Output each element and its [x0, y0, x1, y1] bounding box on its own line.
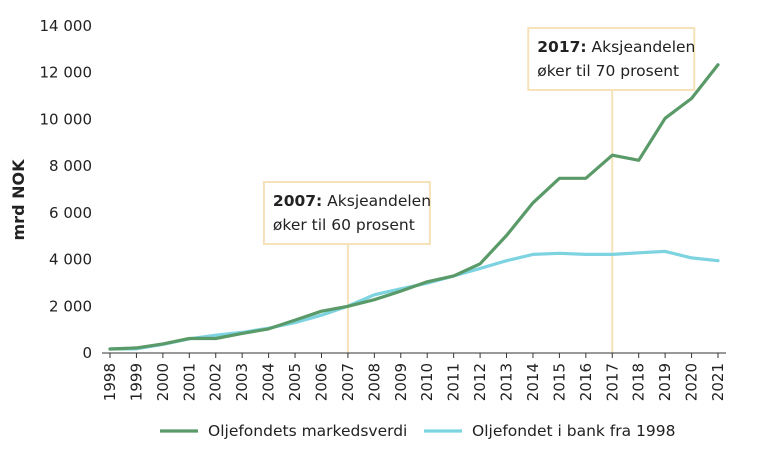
y-axis-ticks: 0 2 000 4 000 6 000 8 000 10 000 12 000 14 000: [40, 17, 93, 362]
legend-label: Oljefondet i bank fra 1998: [472, 422, 676, 440]
x-tick-label: 2004: [260, 363, 278, 401]
x-tick-label: 1999: [127, 363, 145, 401]
x-tick-label: 2005: [286, 363, 304, 401]
y-tick-label: 14 000: [40, 17, 93, 35]
y-tick-label: 10 000: [40, 110, 93, 128]
y-tick-label: 0: [82, 344, 92, 362]
annotation-box: [262, 181, 431, 245]
legend-label: Oljefondets markedsverdi: [208, 422, 407, 440]
x-tick-label: 2006: [312, 363, 330, 401]
x-tick-label: 2012: [471, 363, 489, 401]
x-tick-label: 2000: [154, 363, 172, 401]
annotation-line1: 2017: Aksjeandelen: [537, 38, 695, 56]
annotation-year: 2017:: [537, 38, 586, 56]
annotation-line1: 2007: Aksjeandelen: [273, 192, 431, 210]
y-tick-label: 2 000: [49, 297, 92, 315]
x-tick-label: 2019: [656, 363, 674, 401]
x-tick-label: 2010: [418, 363, 436, 401]
x-tick-label: 2014: [524, 363, 542, 401]
x-tick-label: 2016: [577, 363, 595, 401]
x-tick-label: 1998: [101, 363, 119, 401]
annotation-label: Aksjeandelen: [587, 38, 696, 56]
y-axis-title: mrd NOK: [9, 159, 28, 241]
y-tick-label: 4 000: [49, 251, 92, 269]
y-tick-label: 12 000: [40, 64, 93, 82]
annotation-label: Aksjeandelen: [322, 192, 431, 210]
x-tick-label: 2007: [339, 363, 357, 401]
x-tick-label: 2017: [603, 363, 621, 401]
x-tick-label: 2009: [392, 363, 410, 401]
annotation-line2: øker til 70 prosent: [537, 62, 679, 80]
annotation-year: 2007:: [273, 192, 322, 210]
series-lines: [108, 63, 720, 351]
x-tick-label: 2002: [207, 363, 225, 401]
x-tick-label: 2001: [180, 363, 198, 401]
x-tick-label: 2011: [445, 363, 463, 401]
series-line-2: [108, 249, 720, 351]
annotation-box: [527, 27, 696, 91]
x-tick-label: 2008: [365, 363, 383, 401]
x-tick-label: 2020: [683, 363, 701, 401]
annotations: 2007: Aksjeandelen øker til 60 prosent 201…: [262, 27, 696, 353]
x-tick-label: 2021: [709, 363, 727, 401]
x-tick-label: 2015: [550, 363, 568, 401]
y-tick-label: 8 000: [49, 157, 92, 175]
x-axis-ticks: 1998 1999 2000 2001 2002 2003 2004 2005 2006 2007…: [101, 353, 727, 401]
annotation-line2: øker til 60 prosent: [273, 216, 415, 234]
legend: Oljefondets markedsverdi Oljefondet i ban…: [160, 422, 676, 440]
series-line-1: [108, 63, 720, 351]
x-tick-label: 2013: [498, 363, 516, 401]
y-tick-label: 6 000: [49, 204, 92, 222]
x-tick-label: 2003: [233, 363, 251, 401]
x-tick-label: 2018: [630, 363, 648, 401]
